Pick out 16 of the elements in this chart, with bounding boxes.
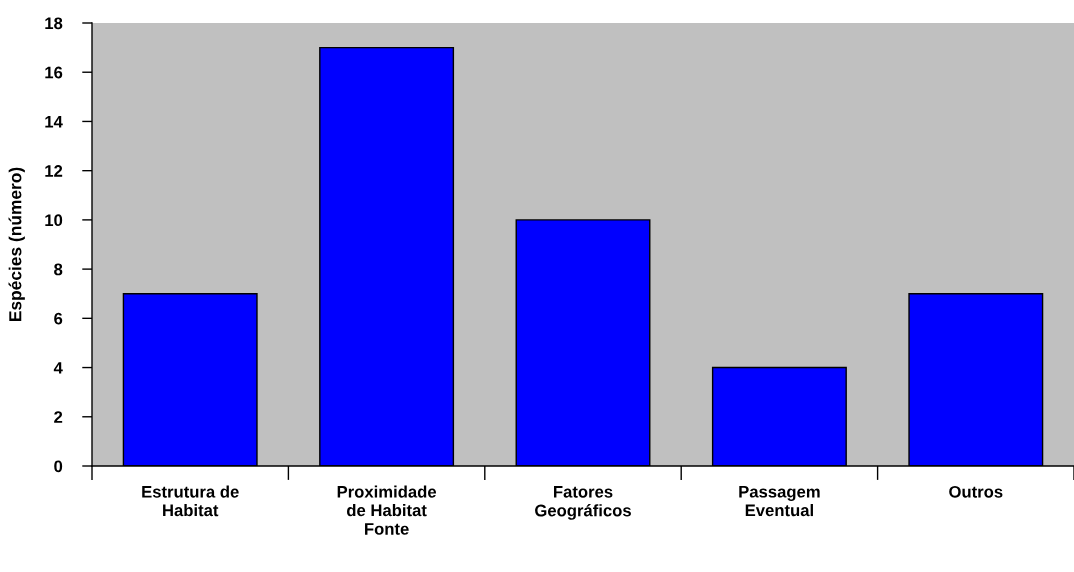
y-tick-label: 6 xyxy=(54,312,63,325)
y-tick-label: 16 xyxy=(45,66,63,79)
x-tick-label: Proximidade de Habitat Fonte xyxy=(337,485,437,535)
y-tick-label: 8 xyxy=(54,263,63,276)
y-tick-label: 18 xyxy=(45,17,63,30)
y-tick-label: 0 xyxy=(54,460,63,473)
x-tick-label: Outros xyxy=(949,485,1003,498)
y-tick-label: 14 xyxy=(45,116,63,128)
x-tick-label: Estrutura de Habitat xyxy=(142,485,239,517)
y-tick-label: 4 xyxy=(53,362,63,374)
y-tick-label: 10 xyxy=(45,214,63,227)
x-tick-label: Fatores Geográficos xyxy=(535,486,631,520)
y-tick-label: 12 xyxy=(45,165,63,177)
x-tick-label: Passagem Eventual xyxy=(739,485,820,517)
y-axis-title: Espécies (número) xyxy=(8,167,25,321)
y-tick-label: 2 xyxy=(54,411,63,423)
